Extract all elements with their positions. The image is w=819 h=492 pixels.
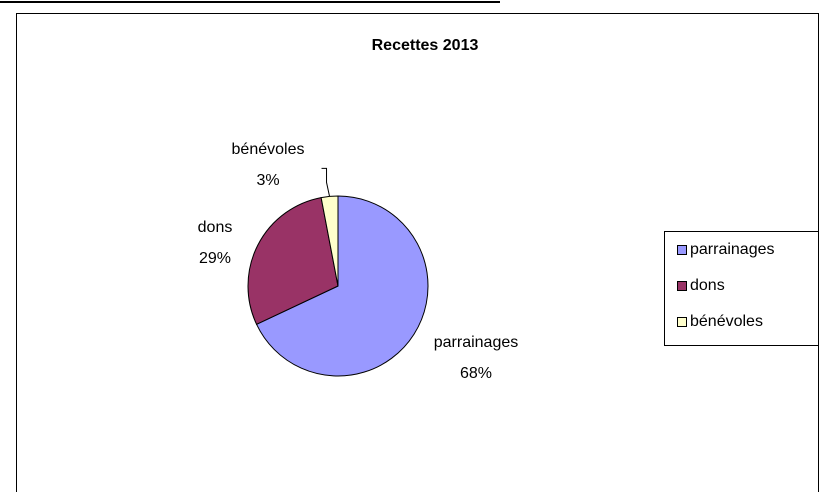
legend-swatch-dons	[677, 281, 687, 291]
data-label-benevoles-value: 3%	[256, 172, 279, 189]
legend-item-parrainages: parrainages	[677, 240, 775, 260]
pie-slice-parrainages	[255, 195, 429, 377]
chart-title: Recettes 2013	[372, 37, 479, 54]
leader-line-benevoles	[321, 167, 331, 197]
legend-item-dons: dons	[677, 276, 725, 296]
data-label-benevoles-name: bénévoles	[232, 141, 305, 158]
legend-label: bénévoles	[690, 313, 763, 330]
legend-swatch-benevoles	[677, 317, 687, 327]
chart-legend: parrainages dons bénévoles	[664, 231, 819, 346]
data-label-parrainages-name: parrainages	[434, 334, 519, 351]
data-label-dons-value: 29%	[199, 250, 231, 267]
data-label-dons-name: dons	[198, 219, 233, 236]
top-border-line	[0, 1, 500, 3]
data-label-parrainages-value: 68%	[460, 365, 492, 382]
legend-label: parrainages	[690, 241, 775, 258]
legend-item-benevoles: bénévoles	[677, 312, 763, 332]
legend-swatch-parrainages	[677, 245, 687, 255]
legend-label: dons	[690, 277, 725, 294]
pie-slice-dons	[247, 197, 339, 325]
